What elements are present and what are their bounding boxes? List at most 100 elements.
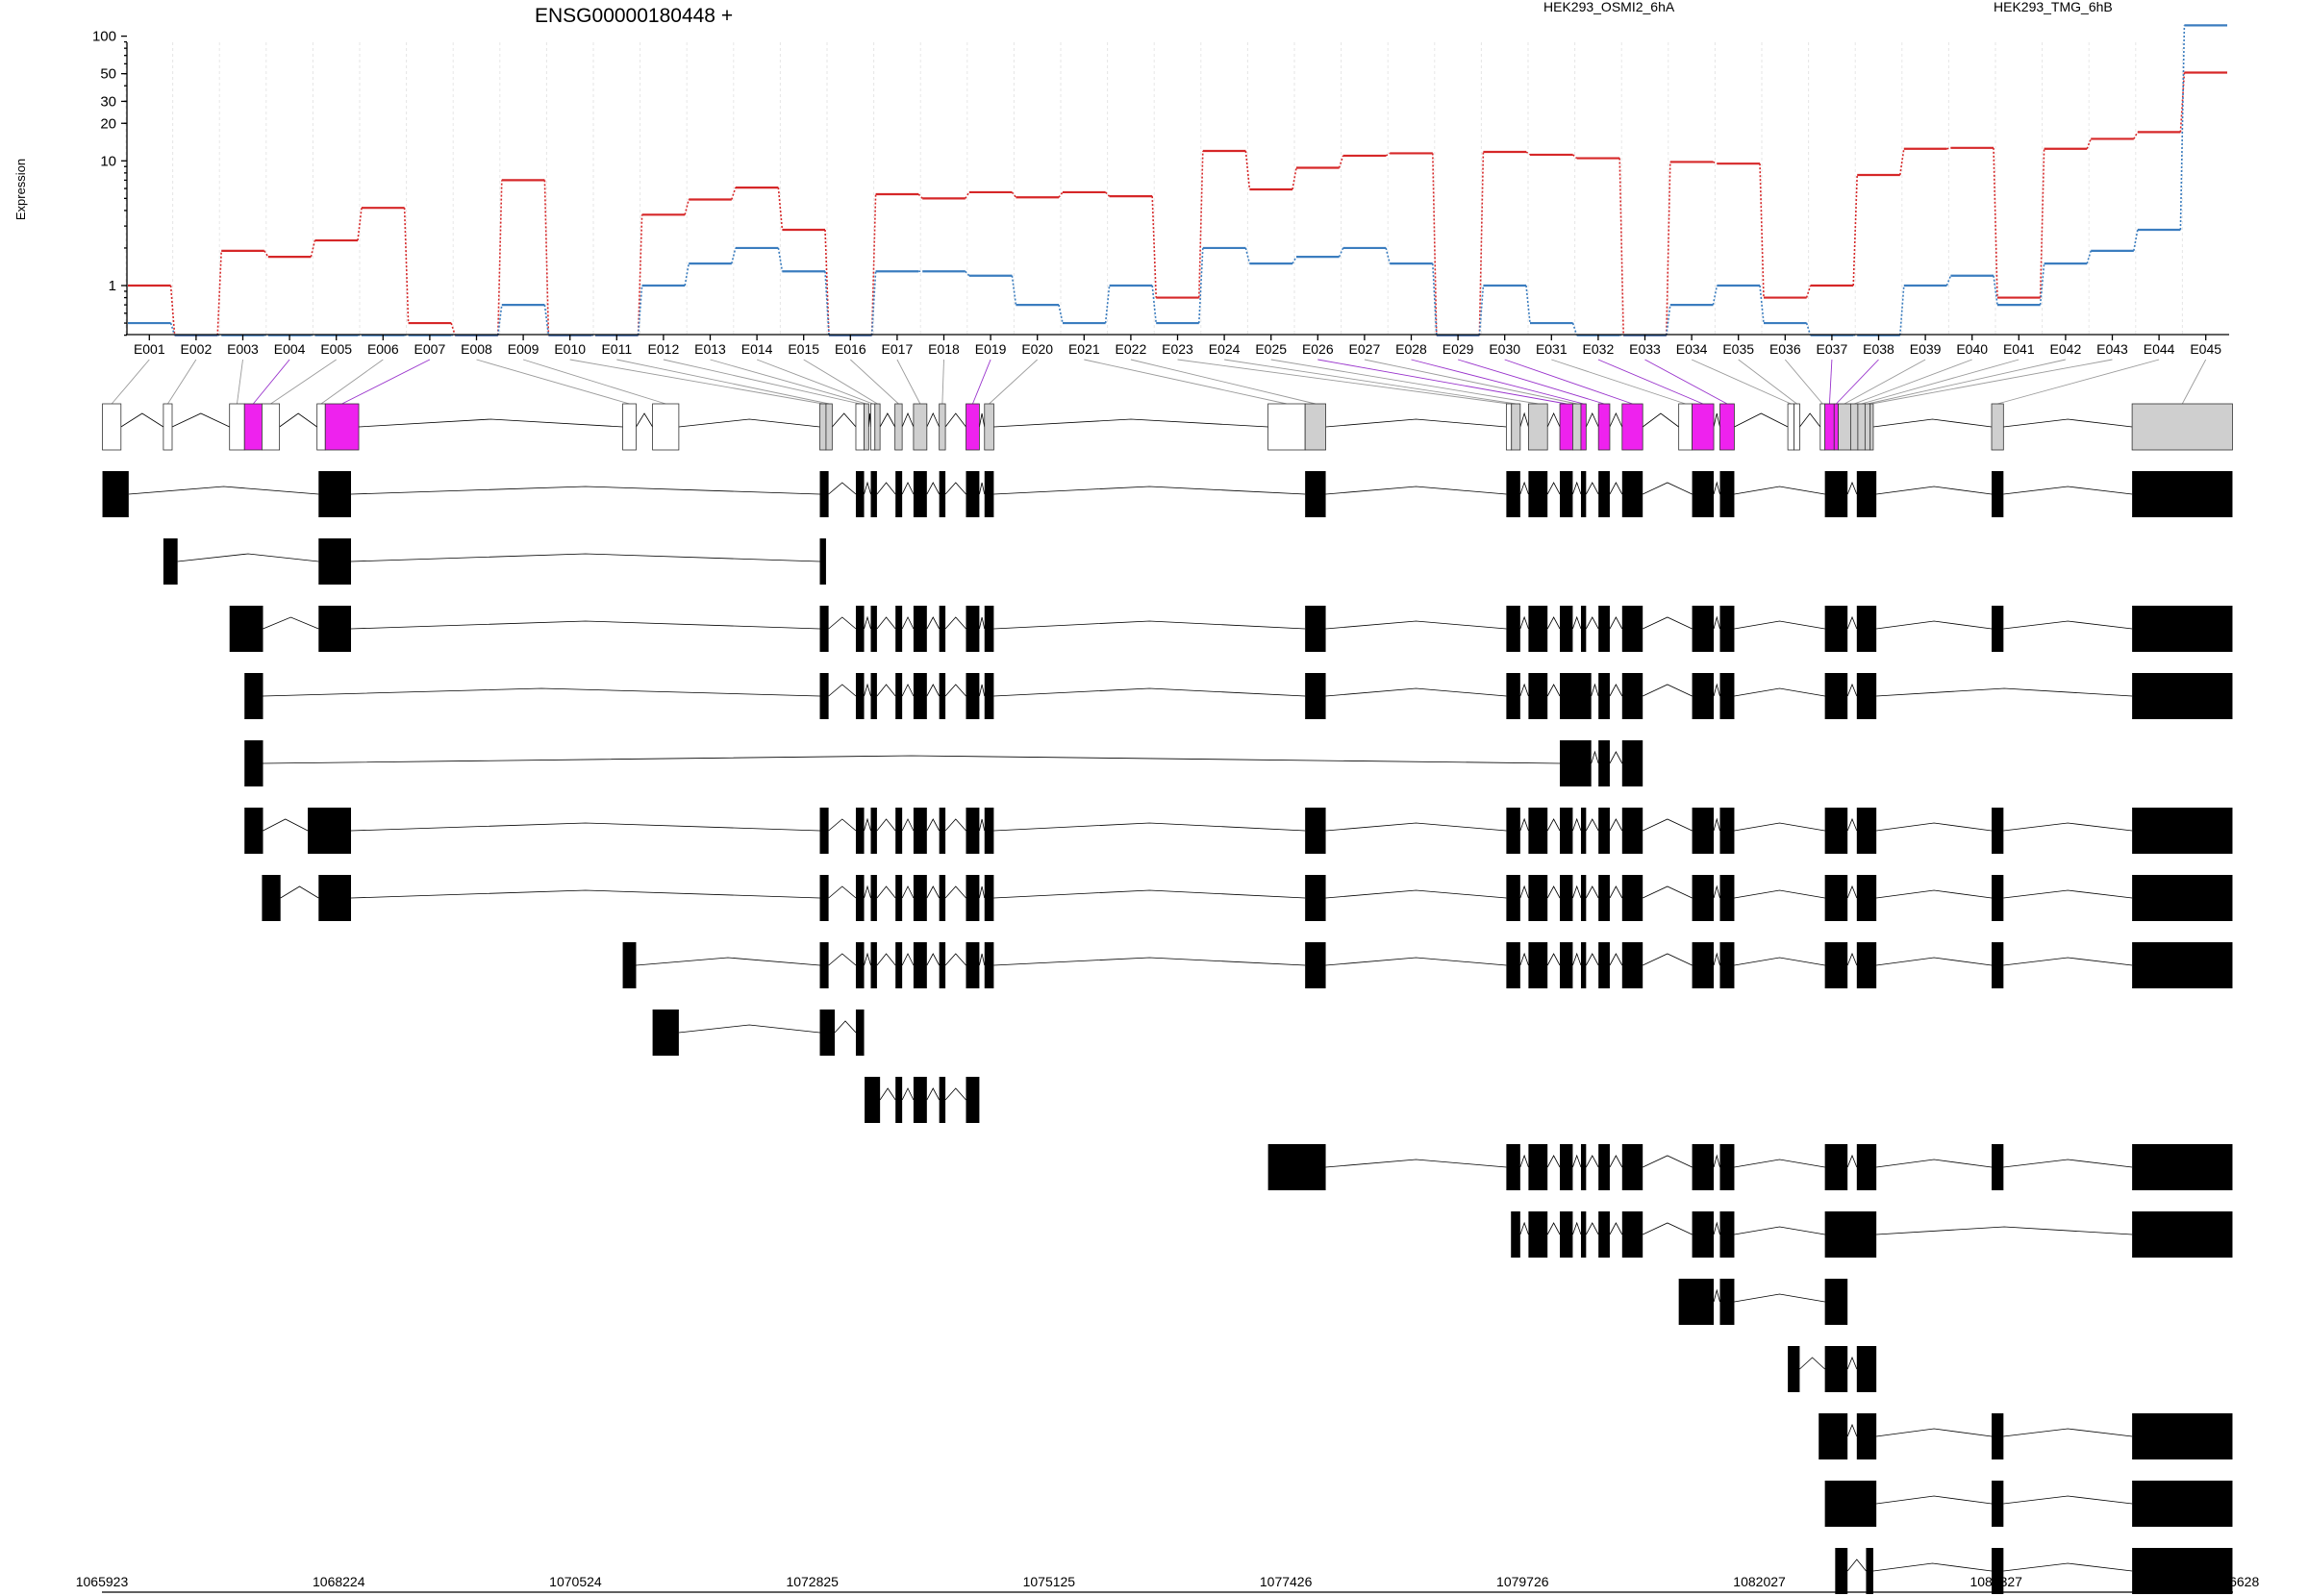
series-connector — [870, 193, 877, 336]
transcript-intron — [979, 684, 986, 697]
transcript-intron — [926, 616, 941, 630]
model-exon-e012 — [855, 403, 865, 451]
exon-connector — [972, 359, 991, 405]
transcript-exon — [1560, 740, 1592, 786]
exon-connector — [1551, 359, 1686, 405]
transcript-intron — [834, 1020, 857, 1034]
transcript-intron — [901, 818, 915, 832]
transcript-intron — [993, 957, 1306, 966]
exon-connector — [1411, 359, 1584, 405]
transcript-exon — [855, 471, 865, 517]
exon-label-e030: E030 — [1489, 341, 1520, 357]
exon-connector — [2181, 359, 2207, 405]
genomic-tick-label: 1077426 — [1260, 1574, 1313, 1589]
exon-label-e041: E041 — [2003, 341, 2035, 357]
series-connector — [403, 208, 410, 324]
y-tick-label: 30 — [100, 93, 116, 110]
transcript-exon — [1560, 673, 1592, 719]
exon-connector — [616, 359, 830, 405]
transcript-intron — [1325, 687, 1507, 697]
transcript-intron — [1325, 822, 1507, 832]
transcript-intron — [1876, 687, 2133, 697]
transcript-exon — [870, 942, 877, 988]
transcript-exon — [939, 673, 946, 719]
transcript-exon — [1305, 875, 1326, 921]
transcript-exon — [1528, 471, 1548, 517]
transcript-exon — [895, 471, 903, 517]
transcript-intron — [1609, 953, 1623, 966]
exon-label-e001: E001 — [134, 341, 165, 357]
transcript-intron — [1643, 885, 1693, 899]
series-connector — [169, 285, 176, 336]
exon-label-e037: E037 — [1817, 341, 1848, 357]
transcript-intron — [1585, 953, 1599, 966]
transcript-exon — [1506, 606, 1520, 652]
exon-label-e045: E045 — [2190, 341, 2221, 357]
transcript-exon — [1692, 808, 1715, 854]
transcript-intron — [901, 953, 915, 966]
transcripts — [102, 471, 2233, 1594]
chart-title: ENSG00000180448 + — [535, 5, 733, 27]
transcript-intron — [1325, 1159, 1507, 1168]
transcript-intron — [1519, 1221, 1529, 1235]
transcript-intron — [350, 822, 820, 832]
exon-label-e034: E034 — [1676, 341, 1708, 357]
transcript-intron — [1519, 615, 1529, 630]
exon-label-e007: E007 — [414, 341, 446, 357]
transcript-intron — [2003, 1159, 2133, 1168]
transcript-intron — [1734, 1159, 1825, 1168]
transcript-intron — [1846, 481, 1858, 495]
transcript-intron — [678, 1024, 820, 1034]
exon-label-e002: E002 — [181, 341, 213, 357]
transcript-exon — [855, 673, 865, 719]
transcript-exon — [895, 1077, 903, 1123]
transcript-exon — [819, 808, 829, 854]
exon-connector — [941, 359, 944, 405]
transcript-exon — [1598, 1144, 1610, 1190]
transcript-exon — [1824, 471, 1848, 517]
model-exon-e013 — [864, 403, 869, 451]
transcript-intron — [1734, 687, 1825, 697]
transcript-intron — [1546, 818, 1561, 832]
transcript-intron — [2003, 1495, 2133, 1505]
model-intron — [832, 412, 857, 428]
genomic-tick-label: 1068224 — [313, 1574, 365, 1589]
transcript-intron — [1572, 1154, 1582, 1168]
exon-label-e015: E015 — [788, 341, 819, 357]
exon-label-e042: E042 — [2050, 341, 2082, 357]
model-intron — [1734, 412, 1789, 428]
transcript-intron — [1846, 1154, 1858, 1168]
model-intron — [1546, 412, 1561, 428]
transcript-intron — [1876, 889, 1993, 899]
transcript-exon — [939, 875, 946, 921]
model-exon-e027 — [1572, 403, 1582, 451]
series-connector — [1946, 147, 1951, 150]
y-tick-label: 50 — [100, 66, 116, 83]
series-connector — [1432, 153, 1438, 336]
transcript-intron — [1609, 616, 1623, 630]
transcript-exon — [1856, 606, 1877, 652]
transcript-exon — [966, 808, 980, 854]
transcript-intron — [1609, 482, 1623, 495]
y-axis: 1 10 20 30 50 100 — [92, 29, 128, 337]
transcript-intron — [926, 684, 941, 697]
transcript-exon — [819, 471, 829, 517]
transcript-intron — [1519, 481, 1529, 495]
transcript-intron — [1572, 885, 1582, 899]
transcript-intron — [876, 684, 896, 697]
model-exon-e010 — [819, 403, 827, 451]
transcript-exon — [966, 875, 980, 921]
exon-label-e017: E017 — [882, 341, 914, 357]
transcript-exon — [1528, 875, 1548, 921]
transcript-exon — [1692, 471, 1715, 517]
transcript-intron — [1609, 1222, 1623, 1235]
transcript-intron — [901, 684, 915, 697]
transcript-exon — [2132, 1211, 2233, 1258]
series-connector — [310, 239, 316, 258]
exon-label-e044: E044 — [2144, 341, 2175, 357]
model-exon-e040 — [1849, 403, 1859, 451]
genomic-axis: 1065923 1068224 1070524 1072825 1075125 10774… — [76, 1574, 2259, 1593]
transcript-intron — [979, 818, 986, 832]
series-connector — [1525, 285, 1531, 324]
transcript-exon — [318, 606, 352, 652]
